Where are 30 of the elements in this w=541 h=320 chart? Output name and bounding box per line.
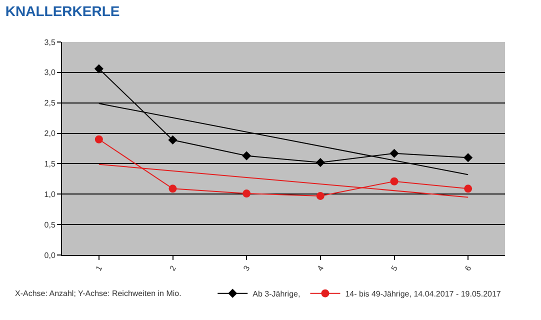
point [464,153,473,162]
text: X-Achse: Anzahl; Y-Achse: Reichweiten in Mio. [15,289,182,298]
point [316,192,324,200]
point [242,151,252,160]
legend-label: Ab 3-Jährige, [252,289,300,298]
point [168,135,178,145]
y-tick-label: 2,0 [44,129,56,138]
chart-title: KNALLERKERLE [5,3,120,20]
y-tick-label: 0,5 [44,220,56,230]
point [390,177,398,186]
y-tick-label: 1,5 [44,160,56,169]
y-tick-label: 3,5 [44,38,56,47]
point [316,158,325,168]
point [464,184,472,193]
point [390,148,399,158]
x-tick-label: 3 [242,264,252,272]
point [168,184,177,193]
x-tick-label: 6 [463,264,474,272]
x-tick-label: 2 [168,264,178,272]
y-tick-label: 1,0 [44,190,56,199]
y-tick-label: 0,0 [44,250,56,260]
point [94,135,103,144]
legend-label: 14- bis 49-Jährige, 14.04.2017 - 19.05.2017 [345,289,502,298]
point [242,190,251,198]
y-tick-label: 2,5 [44,98,56,108]
x-tick-label: 4 [316,264,326,272]
x-tick-label: 5 [389,264,400,272]
point [94,64,104,74]
y-tick-label: 3,0 [44,68,56,78]
x-tick-label: 1 [94,264,104,272]
